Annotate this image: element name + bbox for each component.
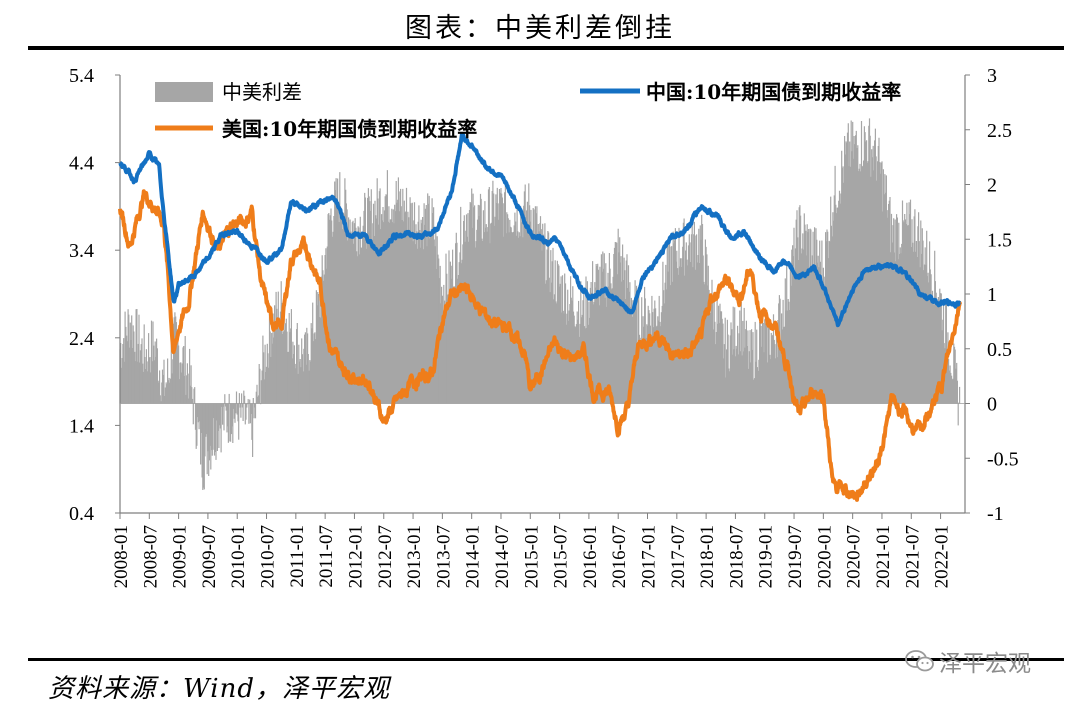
x-tick-label: 2018-01 xyxy=(697,525,718,588)
series-line-china xyxy=(118,132,962,328)
legend-swatch-spread xyxy=(155,82,213,102)
left-tick-label: 4.4 xyxy=(69,153,94,175)
wechat-icon xyxy=(905,650,934,672)
right-tick-label: 0 xyxy=(987,394,997,416)
x-tick-label: 2008-01 xyxy=(111,525,132,588)
left-tick-label: 0.4 xyxy=(69,503,94,525)
x-tick-label: 2013-07 xyxy=(433,525,454,588)
figure-title: 图表：中美利差倒挂 xyxy=(405,13,675,44)
series-line-us xyxy=(118,189,963,502)
x-tick-label: 2015-07 xyxy=(551,525,572,588)
x-tick-label: 2012-07 xyxy=(375,525,396,588)
right-tick-label: -1 xyxy=(987,503,1004,525)
legend-label-spread: 中美利差 xyxy=(222,80,302,104)
x-tick-label: 2020-01 xyxy=(814,525,835,588)
x-tick-label: 2014-01 xyxy=(463,525,484,588)
x-tick-label: 2009-01 xyxy=(170,525,191,588)
right-tick-label: 2.5 xyxy=(987,120,1012,142)
x-tick-label: 2011-01 xyxy=(287,525,308,588)
source-note: 资料来源：Wind，泽平宏观 xyxy=(48,674,390,704)
x-tick-label: 2013-01 xyxy=(404,525,425,588)
x-tick-label: 2021-01 xyxy=(873,525,894,588)
x-tick-label: 2010-01 xyxy=(228,525,249,588)
footer-rule xyxy=(28,658,1064,661)
x-tick-label: 2017-01 xyxy=(639,525,660,588)
x-tick-label: 2019-07 xyxy=(785,525,806,588)
x-tick-label: 2016-01 xyxy=(580,525,601,588)
x-tick-label: 2009-07 xyxy=(199,525,220,588)
right-tick-label: 0.5 xyxy=(987,339,1012,361)
x-tick-label: 2021-07 xyxy=(902,525,923,588)
legend-label-us: 美国:10年期国债到期收益率 xyxy=(222,117,477,141)
x-tick-label: 2017-07 xyxy=(668,525,689,588)
x-tick-label: 2014-07 xyxy=(492,525,513,588)
x-tick-label: 2011-07 xyxy=(316,525,337,588)
title-rule xyxy=(28,46,1064,50)
spread-area xyxy=(119,118,961,490)
left-tick-label: 5.4 xyxy=(69,65,94,87)
right-tick-label: 2 xyxy=(987,175,997,197)
x-tick-label: 2012-01 xyxy=(345,525,366,588)
axes: 0.4 1.4 2.4 3.4 4.4 5.4 -1 -0.5 0 0.5 1 1.5 2 2.5 3 200… xyxy=(69,65,1019,588)
x-tick-label: 2022-01 xyxy=(932,525,953,588)
x-tick-label: 2010-07 xyxy=(258,525,279,588)
brand-text: 泽平宏观 xyxy=(939,651,1031,677)
x-tick-label: 2008-07 xyxy=(140,525,161,588)
left-tick-label: 2.4 xyxy=(69,328,94,350)
x-tick-label: 2018-07 xyxy=(726,525,747,588)
series-lines xyxy=(118,132,963,502)
legend: 中美利差 中国:10年期国债到期收益率 美国:10年期国债到期收益率 xyxy=(155,80,901,141)
right-tick-label: 1 xyxy=(987,284,997,306)
x-tick-label: 2020-07 xyxy=(844,525,865,588)
legend-label-china: 中国:10年期国债到期收益率 xyxy=(646,80,901,104)
x-tick-label: 2016-07 xyxy=(609,525,630,588)
x-tick-label: 2019-01 xyxy=(756,525,777,588)
right-tick-label: 1.5 xyxy=(987,229,1012,251)
brand-watermark: 泽平宏观 xyxy=(905,646,1031,677)
right-tick-label: 3 xyxy=(987,65,997,87)
right-tick-label: -0.5 xyxy=(987,448,1019,470)
left-tick-label: 1.4 xyxy=(69,415,94,437)
left-tick-label: 3.4 xyxy=(69,240,94,262)
x-tick-label: 2015-01 xyxy=(521,525,542,588)
